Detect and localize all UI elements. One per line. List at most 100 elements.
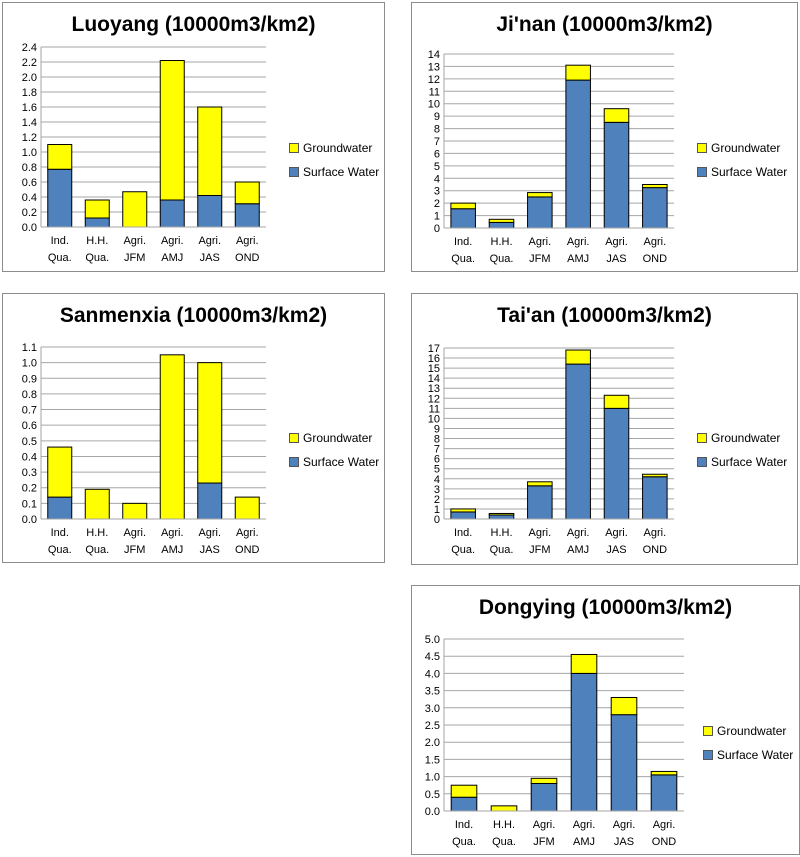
- legend-item-groundwater: Groundwater: [697, 141, 787, 155]
- bar-surface-water: [234, 203, 260, 228]
- bar-surface-water: [530, 782, 558, 812]
- y-tick-label: 1.0: [425, 772, 440, 784]
- bar-groundwater: [122, 502, 148, 520]
- chart-legend: Groundwater Surface Water: [697, 431, 787, 479]
- legend-item-surface-water: Surface Water: [703, 748, 793, 762]
- x-tick-label: H.H.: [493, 819, 515, 831]
- bar-surface-water: [488, 221, 515, 229]
- y-tick-label: 0: [434, 223, 440, 235]
- legend-item-surface-water: Surface Water: [697, 165, 787, 179]
- x-tick-label: Agri.: [644, 236, 667, 248]
- x-tick-label: H.H.: [491, 236, 513, 248]
- x-tick-label: Ind.: [454, 236, 472, 248]
- bar-groundwater: [197, 106, 223, 196]
- y-tick-label: 9: [434, 423, 440, 435]
- y-tick-label: 5.0: [425, 634, 440, 646]
- y-tick-label: 6: [434, 454, 440, 466]
- x-tick-label: Qua.: [48, 544, 72, 556]
- x-tick-label: Agri.: [198, 527, 221, 539]
- bar-groundwater: [603, 108, 630, 123]
- bar-groundwater: [642, 473, 668, 478]
- bar-surface-water: [565, 363, 591, 520]
- bar-groundwater: [527, 481, 553, 487]
- y-tick-label: 5: [434, 464, 440, 476]
- bar-groundwater: [450, 784, 478, 798]
- x-tick-label: Agri.: [605, 236, 628, 248]
- y-tick-label: 1: [434, 211, 440, 223]
- bar-groundwater: [570, 653, 598, 674]
- y-tick-label: 1.0: [22, 147, 37, 159]
- x-tick-label: JAS: [200, 252, 220, 264]
- y-tick-label: 0.6: [22, 420, 37, 432]
- bar-surface-water: [450, 208, 476, 229]
- y-tick-label: 0.8: [22, 389, 37, 401]
- x-tick-label: Qua.: [490, 544, 514, 556]
- chart-title: Dongying (10000m3/km2): [478, 596, 733, 619]
- y-tick-label: 13: [428, 61, 440, 73]
- bar-groundwater: [47, 446, 73, 498]
- bar-groundwater: [450, 202, 476, 210]
- bar-groundwater: [565, 64, 591, 81]
- y-tick-label: 0.0: [425, 806, 440, 818]
- x-tick-label: JAS: [606, 544, 626, 556]
- legend-swatch-groundwater: [703, 726, 713, 736]
- y-tick-label: 2.4: [22, 42, 37, 54]
- legend-swatch-groundwater: [289, 143, 299, 153]
- chart-legend: Groundwater Surface Water: [703, 724, 793, 772]
- x-tick-label: Qua.: [451, 544, 475, 556]
- x-tick-label: Agri.: [123, 527, 146, 539]
- bar-surface-water: [47, 168, 73, 228]
- y-tick-label: 11: [429, 86, 440, 98]
- bar-surface-water: [650, 774, 678, 812]
- x-tick-label: JFM: [124, 544, 145, 556]
- y-tick-label: 7: [434, 136, 440, 148]
- x-tick-label: JFM: [529, 253, 550, 265]
- legend-item-surface-water: Surface Water: [289, 165, 379, 179]
- x-tick-label: Ind.: [51, 235, 69, 247]
- x-tick-label: Agri.: [198, 235, 221, 247]
- bar-groundwater: [650, 770, 678, 776]
- bar-groundwater: [450, 508, 476, 513]
- y-tick-label: 11: [429, 403, 440, 415]
- legend-item-groundwater: Groundwater: [289, 431, 379, 445]
- x-tick-label: H.H.: [491, 527, 513, 539]
- x-tick-label: Agri.: [236, 235, 259, 247]
- bar-groundwater: [610, 696, 638, 716]
- x-tick-label: Agri.: [605, 527, 628, 539]
- x-tick-label: JAS: [614, 836, 634, 848]
- legend-swatch-surface-water: [697, 457, 707, 467]
- y-tick-label: 6: [434, 148, 440, 160]
- y-tick-label: 2.0: [22, 72, 37, 84]
- y-tick-label: 4: [434, 173, 440, 185]
- legend-label: Groundwater: [303, 431, 373, 445]
- x-tick-label: Agri.: [567, 527, 590, 539]
- y-tick-label: 0.9: [22, 373, 37, 385]
- chart-panel-sanmenxia: 0.0 0.1 0.2 0.3 0.4 0.5 0.6 0.7 0.8 0.9 1.0 1.1 Ind.…: [2, 293, 385, 563]
- bar-groundwater: [122, 191, 148, 228]
- x-tick-label: Qua.: [85, 252, 109, 264]
- bar-surface-water: [642, 187, 668, 229]
- chart-panel-luoyang: 0.0 0.2 0.4 0.6 0.8 1.0 1.2 1.4 1.6 1.8 2.0 2.2 2.4 I…: [2, 2, 385, 272]
- x-tick-label: Agri.: [653, 819, 676, 831]
- x-tick-label: Qua.: [85, 544, 109, 556]
- y-tick-label: 0.2: [22, 483, 37, 495]
- y-tick-label: 3: [434, 186, 440, 198]
- chart-svg: 0.0 0.5 1.0 1.5 2.0 2.5 3.0 3.5 4.0 4.5 5.0 Ind. Qua…: [425, 634, 684, 848]
- y-tick-label: 14: [428, 373, 440, 385]
- chart-title: Tai'an (10000m3/km2): [497, 304, 712, 327]
- bar-groundwater: [234, 181, 260, 205]
- bar-groundwater: [159, 60, 185, 201]
- bar-groundwater: [565, 349, 591, 365]
- bar-groundwater: [84, 488, 110, 520]
- x-tick-label: H.H.: [86, 235, 108, 247]
- y-tick-label: 12: [428, 393, 440, 405]
- y-tick-label: 17: [428, 343, 440, 355]
- chart-title: Sanmenxia (10000m3/km2): [59, 304, 328, 327]
- legend-item-surface-water: Surface Water: [289, 455, 379, 469]
- bar-surface-water: [488, 514, 515, 520]
- bar-groundwater: [84, 199, 110, 219]
- y-tick-label: 0.1: [22, 498, 37, 510]
- chart-svg: 01234567891011121314Ind.Qua.H.H.Qua.Agri…: [428, 49, 674, 265]
- bar-groundwater: [490, 805, 518, 812]
- y-tick-label: 4.0: [425, 668, 440, 680]
